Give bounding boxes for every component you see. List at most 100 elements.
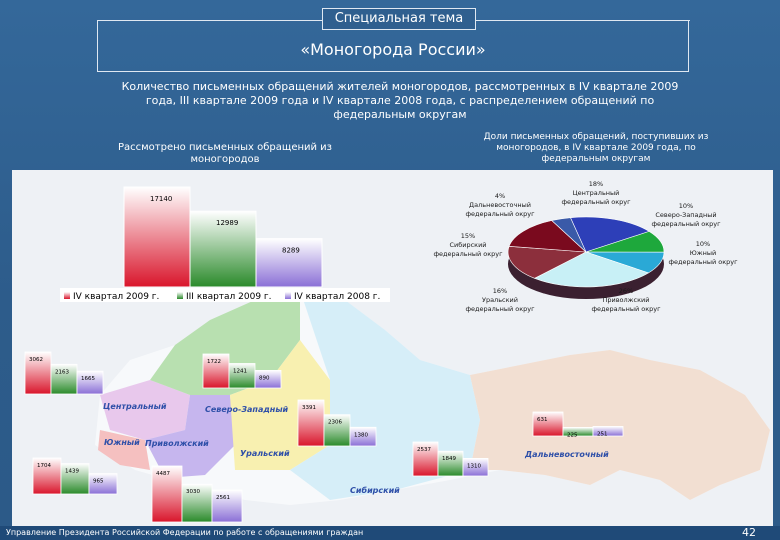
- legend-swatch-q4-2009: [64, 292, 70, 299]
- pie-category-label: Сибирский: [449, 241, 486, 249]
- mini-bar-q4-2009: [532, 411, 564, 437]
- pie-value-label: 26%: [619, 287, 633, 295]
- legend-box: [60, 288, 390, 302]
- pie-slice: [507, 245, 588, 279]
- pie-category-label: федеральный округ: [591, 305, 661, 313]
- mini-bar-q4-2008: [254, 370, 282, 389]
- mini-bar-value: 3391: [302, 405, 316, 411]
- mini-bar-q4-2009: [151, 465, 183, 523]
- pie-slice: [508, 220, 587, 253]
- map-label-far-east: Дальневосточный: [524, 450, 609, 459]
- pie-chart: [507, 216, 665, 299]
- mini-bar-value: 1380: [354, 432, 368, 438]
- map-label-ural: Уральский: [240, 449, 290, 458]
- pie-value-label: 16%: [493, 287, 507, 295]
- map-label-northwest: Северо-Западный: [205, 405, 289, 414]
- pie-category-label: федеральный округ: [433, 250, 503, 258]
- mini-bar-q4-2008: [211, 489, 243, 523]
- pie-value-label: 18%: [589, 180, 603, 188]
- mini-bar-value: 1849: [442, 456, 456, 462]
- map-region-far-east: [470, 350, 770, 500]
- mini-bar-value: 2537: [417, 447, 431, 453]
- footer-text: Управление Президента Российской Федерац…: [6, 528, 364, 537]
- pie-value-label: 15%: [461, 232, 475, 240]
- mini-bar-q4-2008: [592, 426, 624, 437]
- main-bar-chart: 17140 12989 8289: [123, 186, 323, 288]
- frame-line: [97, 20, 322, 21]
- mini-bar-q3-2009: [437, 450, 464, 477]
- pie-slice: [570, 216, 650, 253]
- mini-bar-q3-2009: [228, 363, 256, 389]
- pie-category-label: федеральный округ: [668, 258, 738, 266]
- heading-frame: [97, 20, 689, 72]
- map-label-south: Южный: [104, 438, 140, 447]
- mini-bar-q4-2009: [32, 457, 62, 495]
- mini-bar-value: 631: [537, 417, 548, 423]
- map-region-volga: [145, 395, 235, 478]
- page-subtitle: Количество письменных обращений жителей …: [121, 80, 679, 121]
- map-region-central: [100, 380, 190, 440]
- mini-bar-q4-2009: [202, 353, 230, 389]
- mini-bar-q4-2008: [76, 370, 104, 395]
- mini-bar-value: 3062: [29, 357, 43, 363]
- map-label-siberia: Сибирский: [350, 485, 400, 495]
- legend-swatch-q3-2009: [177, 292, 183, 299]
- mini-bar-value: 2561: [216, 495, 230, 501]
- mini-bar-q4-2009: [24, 351, 52, 395]
- mini-bar-q4-2008: [349, 426, 377, 447]
- legend-label-q4-2009: IV квартал 2009 г.: [73, 292, 159, 302]
- pie-category-label: Центральный: [573, 189, 620, 197]
- bar-value-label: 8289: [282, 247, 300, 255]
- map-labels: Центральный Северо-Западный Южный Привол…: [103, 402, 609, 495]
- pie-category-label: Приволжский: [602, 296, 649, 304]
- footer-bar: [0, 526, 780, 540]
- mini-bar-q3-2009: [50, 363, 78, 395]
- page-title: «Моногорода России»: [300, 40, 486, 59]
- mini-chart-Центральный: 3062 2163 1665: [24, 351, 104, 395]
- pie-category-label: Дальневосточный: [469, 201, 531, 209]
- mini-bar-q4-2008: [88, 473, 118, 495]
- mini-bar-value: 1439: [65, 469, 79, 475]
- pie-chart-caption: Доли письменных обращений, поступивших и…: [483, 132, 709, 164]
- pie-category-label: федеральный округ: [561, 198, 631, 206]
- mini-bar-value: 225: [567, 432, 578, 438]
- pie-slice: [533, 251, 650, 288]
- frame-line: [476, 20, 690, 21]
- mini-bar-q4-2009: [412, 441, 439, 477]
- mini-bar-value: 1665: [81, 376, 95, 382]
- mini-chart-Южный: 1704 1439 965: [32, 457, 118, 495]
- mini-bar-value: 251: [597, 431, 608, 437]
- mini-bar-value: 3030: [186, 489, 200, 495]
- mini-bar-q4-2008: [462, 458, 489, 477]
- pie-category-label: федеральный округ: [465, 305, 535, 313]
- pie-category-label: Южный: [690, 249, 716, 257]
- pie-value-label: 10%: [679, 202, 693, 210]
- map-label-central: Центральный: [103, 402, 167, 411]
- pie-value-label: 4%: [495, 192, 505, 200]
- mini-chart-Уральский: 3391 2306 1380: [297, 399, 377, 447]
- bar-value-label: 12989: [216, 219, 238, 227]
- bar-value-label: 17140: [150, 195, 172, 203]
- mini-chart-Северо-Западный: 1722 1241 890: [202, 353, 282, 389]
- bar-q4-2008: [255, 238, 323, 288]
- mini-bar-value: 1241: [233, 368, 247, 374]
- pie-category-label: Северо-Западный: [655, 211, 716, 219]
- page-number: 42: [742, 526, 756, 539]
- map-label-volga: Приволжский: [145, 439, 209, 448]
- mini-chart-Дальневосточный: 631 225 251: [532, 411, 624, 438]
- legend-swatch-q4-2008: [285, 292, 291, 299]
- mini-bar-q4-2009: [297, 399, 325, 447]
- pie-category-label: Уральский: [482, 296, 518, 304]
- mini-bar-value: 1722: [207, 359, 221, 365]
- mini-chart-Приволжский: 4487 3030 2561: [151, 465, 243, 523]
- mini-bar-q3-2009: [323, 414, 351, 447]
- pie-category-label: федеральный округ: [465, 210, 535, 218]
- pie-category-label: федеральный округ: [651, 220, 721, 228]
- legend-label-q4-2008: IV квартал 2008 г.: [294, 292, 380, 302]
- mini-bar-value: 2163: [55, 369, 69, 375]
- mini-bar-value: 890: [259, 375, 270, 381]
- mini-bar-value: 1310: [467, 463, 481, 469]
- legend-label-q3-2009: III квартал 2009 г.: [186, 292, 272, 302]
